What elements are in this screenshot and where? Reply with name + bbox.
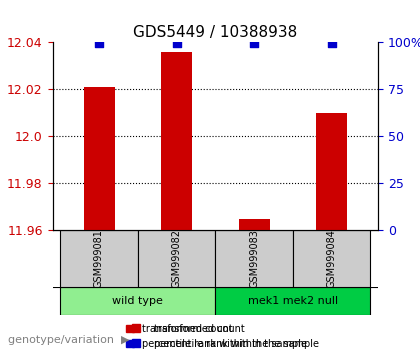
- FancyBboxPatch shape: [60, 287, 215, 315]
- Text: GSM999082: GSM999082: [171, 229, 181, 288]
- Text: mek1 mek2 null: mek1 mek2 null: [248, 296, 338, 306]
- Bar: [316, 113, 347, 230]
- FancyBboxPatch shape: [215, 287, 370, 315]
- Point: [173, 41, 180, 46]
- Point: [96, 41, 102, 46]
- FancyBboxPatch shape: [60, 230, 138, 287]
- Text: wild type: wild type: [112, 296, 163, 306]
- FancyBboxPatch shape: [138, 230, 215, 287]
- Text: genotype/variation  ▶: genotype/variation ▶: [8, 335, 130, 345]
- Legend: transformed count, percentile rank within the sample: transformed count, percentile rank withi…: [123, 320, 323, 353]
- Bar: [84, 87, 115, 230]
- FancyBboxPatch shape: [215, 230, 293, 287]
- Legend: transformed count, percentile rank within the sample: transformed count, percentile rank withi…: [123, 320, 311, 353]
- Bar: [239, 219, 270, 230]
- Title: GDS5449 / 10388938: GDS5449 / 10388938: [133, 25, 297, 40]
- Point: [251, 41, 257, 46]
- Text: GSM999081: GSM999081: [94, 229, 104, 288]
- Text: GSM999084: GSM999084: [326, 229, 336, 288]
- FancyBboxPatch shape: [293, 230, 370, 287]
- Bar: [161, 52, 192, 230]
- Text: GSM999083: GSM999083: [249, 229, 259, 288]
- Point: [328, 41, 335, 46]
